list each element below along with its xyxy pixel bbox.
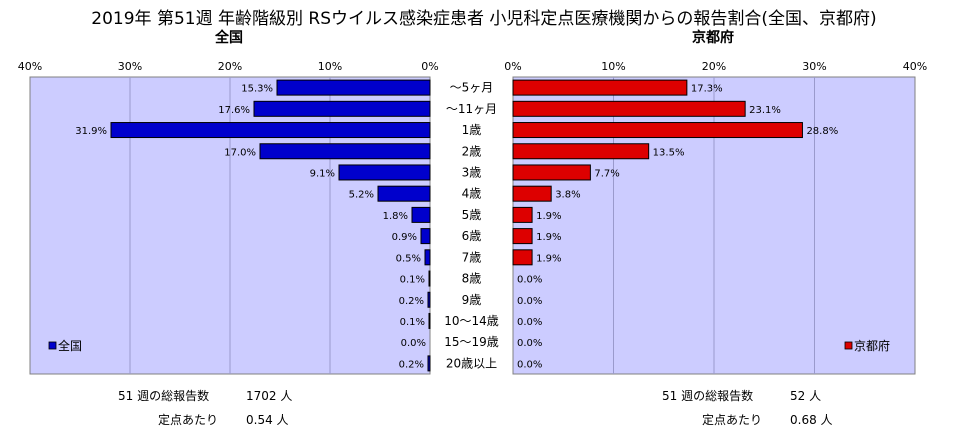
left-bar (110, 122, 431, 139)
left-bar (420, 228, 431, 245)
category-label: 1歳 (462, 123, 482, 137)
right-x-tick-label: 0% (504, 60, 521, 73)
right-bar (512, 206, 533, 223)
left-bar (259, 143, 431, 160)
left-x-tick-label: 30% (118, 60, 142, 73)
left-per-value: 0.54 人 (246, 413, 289, 427)
category-label: 6歳 (462, 229, 482, 243)
right-bar-value-label: 17.3% (691, 84, 723, 95)
left-bar-value-label: 0.2% (399, 296, 424, 307)
category-label: 15～19歳 (444, 335, 499, 349)
left-bar (253, 100, 431, 117)
left-panel-title: 全国 (215, 30, 243, 46)
right-bar-value-label: 1.9% (536, 253, 561, 264)
left-x-tick-label: 20% (218, 60, 242, 73)
left-bar-value-label: 0.9% (392, 232, 417, 243)
left-bar-value-label: 17.6% (218, 105, 250, 116)
category-label: ～11ヶ月 (446, 102, 497, 116)
category-label: 10～14歳 (444, 314, 499, 328)
right-total-label: 51 週の総報告数 (662, 389, 754, 403)
right-bar-value-label: 0.0% (517, 275, 542, 286)
left-bar-value-label: 0.0% (401, 338, 426, 349)
left-legend-label: 全国 (58, 338, 82, 353)
right-legend-label: 京都府 (854, 338, 890, 353)
left-bar (276, 79, 431, 96)
right-panel-title: 京都府 (692, 30, 734, 46)
left-total-label: 51 週の総報告数 (118, 389, 210, 403)
left-bar (338, 164, 431, 181)
category-label: 4歳 (462, 187, 482, 201)
left-bar (428, 312, 431, 329)
left-x-tick-label: 0% (421, 60, 438, 73)
category-label: 7歳 (462, 250, 482, 264)
category-label: 5歳 (462, 208, 482, 222)
left-bar (427, 355, 431, 372)
left-bar-value-label: 0.2% (399, 359, 424, 370)
category-label: 20歳以上 (446, 356, 497, 370)
left-bar (424, 249, 431, 266)
right-bar (512, 164, 591, 181)
left-per-label: 定点あたり (158, 413, 219, 427)
right-legend-swatch (844, 341, 853, 350)
left-bar-value-label: 9.1% (310, 168, 335, 179)
left-bar-value-label: 1.8% (383, 211, 408, 222)
left-bar (428, 270, 431, 287)
right-bar (512, 185, 552, 202)
right-bar (512, 249, 533, 266)
left-bar (427, 291, 431, 308)
left-x-tick-label: 10% (318, 60, 342, 73)
left-bar-value-label: 0.1% (400, 275, 425, 286)
right-bar-value-label: 0.0% (517, 338, 542, 349)
right-bar-value-label: 1.9% (536, 211, 561, 222)
left-bar-value-label: 0.1% (400, 317, 425, 328)
right-bar-value-label: 23.1% (749, 105, 781, 116)
right-x-tick-label: 10% (601, 60, 625, 73)
right-bar-value-label: 1.9% (536, 232, 561, 243)
left-bar-value-label: 17.0% (224, 147, 256, 158)
left-total-value: 1702 人 (246, 389, 293, 403)
right-bar (512, 100, 746, 117)
right-x-tick-label: 20% (702, 60, 726, 73)
chart-title: 2019年 第51週 年齢階級別 RSウイルス感染症患者 小児科定点医療機関から… (91, 9, 877, 29)
left-x-tick-label: 40% (18, 60, 42, 73)
left-bar-value-label: 0.5% (396, 253, 421, 264)
category-label: 2歳 (462, 144, 482, 158)
right-bar-value-label: 0.0% (517, 359, 542, 370)
right-bar-value-label: 3.8% (555, 190, 580, 201)
category-label: 8歳 (462, 272, 482, 286)
right-x-tick-label: 30% (802, 60, 826, 73)
category-label: ～5ヶ月 (450, 81, 494, 95)
right-total-value: 52 人 (790, 389, 822, 403)
left-legend-swatch (48, 341, 57, 350)
right-bar-value-label: 28.8% (806, 126, 838, 137)
right-bar (512, 228, 533, 245)
left-bar-value-label: 15.3% (241, 84, 273, 95)
left-bar-value-label: 31.9% (75, 126, 107, 137)
right-x-tick-label: 40% (903, 60, 927, 73)
right-bar-value-label: 7.7% (594, 168, 619, 179)
category-label: 3歳 (462, 165, 482, 179)
right-bar-value-label: 0.0% (517, 317, 542, 328)
right-per-value: 0.68 人 (790, 413, 833, 427)
left-bar-value-label: 5.2% (349, 190, 374, 201)
left-bar (411, 206, 431, 223)
category-label: 9歳 (462, 293, 482, 307)
right-per-label: 定点あたり (702, 413, 763, 427)
right-bar-value-label: 13.5% (653, 147, 685, 158)
right-bar (512, 79, 688, 96)
right-bar (512, 122, 803, 139)
right-bar (512, 143, 650, 160)
left-bar (377, 185, 431, 202)
right-bar-value-label: 0.0% (517, 296, 542, 307)
